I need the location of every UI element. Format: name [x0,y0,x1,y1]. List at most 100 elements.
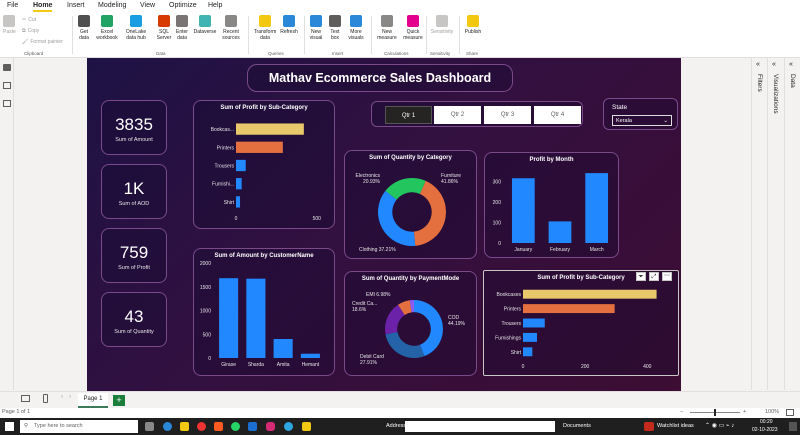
slice-label: Furniture [441,173,461,179]
ribbon-divider [426,16,427,54]
zoom-in-icon[interactable]: + [743,409,747,415]
bar [236,159,246,172]
kpi-card[interactable]: 43 Sum of Quantity [101,292,167,347]
brave-icon[interactable] [214,422,223,431]
format-painter-button[interactable]: 🖌 Format painter [22,39,63,45]
transform-data-button[interactable]: Transform data [252,15,278,41]
sensitivity-button[interactable]: Sensitivity [428,15,456,35]
menu-home[interactable]: Home [33,2,53,12]
filters-pane-label: Filters [756,74,763,92]
file-explorer-icon[interactable] [180,422,189,431]
table-view-icon[interactable] [3,82,11,89]
slice-label: COD [448,315,460,321]
whatsapp-icon[interactable] [231,422,240,431]
menu-insert[interactable]: Insert [67,2,85,9]
more-options-icon[interactable]: ⋯ [662,272,672,281]
menu-view[interactable]: View [140,2,156,9]
more-visuals-button[interactable]: More visuals [345,15,367,41]
edge-icon[interactable] [163,422,172,431]
state-dropdown[interactable]: Kerala ⌄ [612,115,672,126]
menu-modeling[interactable]: Modeling [98,2,127,9]
watchlist-label[interactable]: Watchlist ideas [657,423,694,429]
state-slicer: State Kerala ⌄ [603,98,678,130]
notifications-icon[interactable] [789,422,797,431]
expand-icon[interactable]: « [772,61,776,68]
expand-icon[interactable]: « [789,61,793,68]
copy-button[interactable]: ⧉ Copy [22,28,40,34]
slicer-option-qtr3[interactable]: Qtr 3 [484,106,531,124]
excel-button[interactable]: Excel workbook [94,15,120,41]
zoom-slider-thumb[interactable] [714,409,716,416]
text-box-button[interactable]: Text box [327,15,343,41]
table-icon [176,15,188,27]
model-view-icon[interactable] [3,100,11,107]
windows-start-icon[interactable] [5,422,14,431]
kpi-card[interactable]: 3835 Sum of Amount [101,100,167,155]
tray-icons[interactable]: ⌃ ◉ ▭ ⌁ ♪ [705,423,735,429]
profit-by-month-chart[interactable]: Profit by Month 0 100 200 300 January February… [484,152,619,258]
new-measure-button[interactable]: New measure [375,15,399,41]
refresh-button[interactable]: Refresh [279,15,299,35]
menu-optimize[interactable]: Optimize [169,2,197,9]
app-icon[interactable] [248,422,257,431]
chrome-icon[interactable] [197,422,206,431]
profit-by-subcategory-chart-selected[interactable]: Sum of Profit by Sub-Category Bookcases Pr… [483,270,679,376]
profit-by-subcategory-chart[interactable]: Sum of Profit by Sub-Category Bookcas... P… [193,100,335,229]
slicer-option-qtr1[interactable]: Qtr 1 [385,106,432,124]
kpi-label: Sum of Amount [115,137,153,143]
filters-pane[interactable]: « Filters [751,58,767,390]
slicer-option-qtr2[interactable]: Qtr 2 [434,106,481,124]
report-view-icon[interactable] [3,64,11,71]
filter-icon[interactable]: ⏷ [636,272,646,281]
slicer-option-qtr4[interactable]: Qtr 4 [534,106,581,124]
visualizations-pane[interactable]: « Visualizations [767,58,784,390]
add-page-button[interactable]: + [113,395,125,406]
page-tab[interactable]: Page 1 [78,393,108,408]
quantity-by-paymentmode-chart[interactable]: Sum of Quantity by PaymentMode COD 44.19% D… [344,271,477,376]
mobile-layout-icon[interactable] [43,394,48,403]
instagram-icon[interactable] [266,422,275,431]
address-input[interactable] [405,421,555,432]
chevron-left-icon[interactable]: ‹ [61,394,63,400]
quick-measure-button[interactable]: Quick measure [401,15,425,41]
quantity-by-category-chart[interactable]: Sum of Quantity by Category Electronics 20… [344,150,477,259]
onelake-button[interactable]: OneLake data hub [121,15,151,41]
enter-data-button[interactable]: Enter data [175,15,189,41]
fit-page-icon[interactable] [786,409,794,416]
search-icon: ⚲ [24,423,29,429]
get-data-button[interactable]: Get data [76,15,92,41]
bar [236,123,304,135]
sql-server-button[interactable]: SQL Server [155,15,173,41]
task-view-icon[interactable] [145,422,154,431]
zoom-out-icon[interactable]: − [680,409,684,415]
new-visual-button[interactable]: New visual [307,15,325,41]
transform-icon [259,15,271,27]
kpi-card[interactable]: 759 Sum of Profit [101,228,167,283]
cut-button[interactable]: ✂ Cut [22,17,36,23]
dataverse-button[interactable]: Dataverse [192,15,218,35]
powerbi-icon[interactable] [302,422,311,431]
y-tick-label: 0 [208,356,211,362]
amount-by-customer-chart[interactable]: Sum of Amount by CustomerName 0 500 1000 150… [193,248,335,376]
slice-label: Clothing 37.21% [359,247,396,253]
scissors-icon: ✂ [22,17,27,23]
expand-icon[interactable]: « [756,61,760,68]
telegram-icon[interactable] [284,422,293,431]
menu-help[interactable]: Help [208,2,223,9]
chevron-right-icon[interactable]: › [69,394,71,400]
taskbar-search-box[interactable]: ⚲ Type here to search [20,420,138,433]
view-rail [0,58,14,390]
recent-sources-button[interactable]: Recent sources [219,15,243,41]
x-tick-label: 0 [522,364,525,370]
calculator-icon [381,15,393,27]
focus-mode-icon[interactable]: ⤢ [649,272,659,281]
data-pane[interactable]: « Data [784,58,800,390]
status-bar: Page 1 of 1 − + 100% [0,408,800,418]
desktop-layout-icon[interactable] [21,395,30,402]
kpi-card[interactable]: 1K Sum of AOD [101,164,167,219]
menu-file[interactable]: File [7,2,19,9]
publish-button[interactable]: Publish [462,15,484,35]
kpi-value: 1K [123,179,145,198]
paste-button[interactable]: Paste [3,15,16,35]
menu-bar: File Home Insert Modeling View Optimize … [0,0,800,13]
